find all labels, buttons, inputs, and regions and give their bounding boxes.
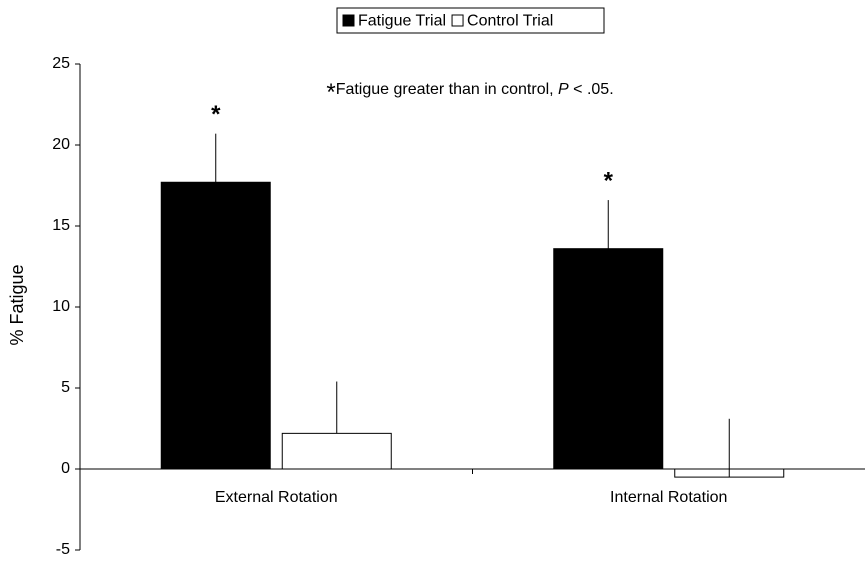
legend-box [336,7,605,34]
y-tick-label: 0 [61,460,70,477]
bar [553,248,664,470]
y-tick-label: 10 [52,298,70,315]
annotation-p: P [558,81,569,98]
annotation: *Fatigue greater than in control, P < .0… [326,79,613,106]
annotation-star: * [326,79,335,106]
annotation-text: Fatigue greater than in control, [336,81,558,98]
y-axis-label: % Fatigue [7,264,27,345]
legend-label: Control Trial [467,13,553,30]
x-tick-label: External Rotation [215,489,338,506]
legend-label: Fatigue Trial [358,13,446,30]
significance-label: * [211,101,221,128]
bar [281,432,392,470]
y-tick-label: -5 [56,541,70,558]
y-tick-label: 15 [52,217,70,234]
y-tick-label: 5 [61,379,70,396]
x-tick-label: Internal Rotation [610,489,727,506]
y-tick-label: 20 [52,136,70,153]
legend-swatch [342,14,355,27]
y-tick-label: 25 [52,55,70,72]
bar [160,181,271,470]
annotation-text: < .05. [569,81,614,98]
significance-label: * [604,167,614,194]
legend-swatch [451,14,464,27]
